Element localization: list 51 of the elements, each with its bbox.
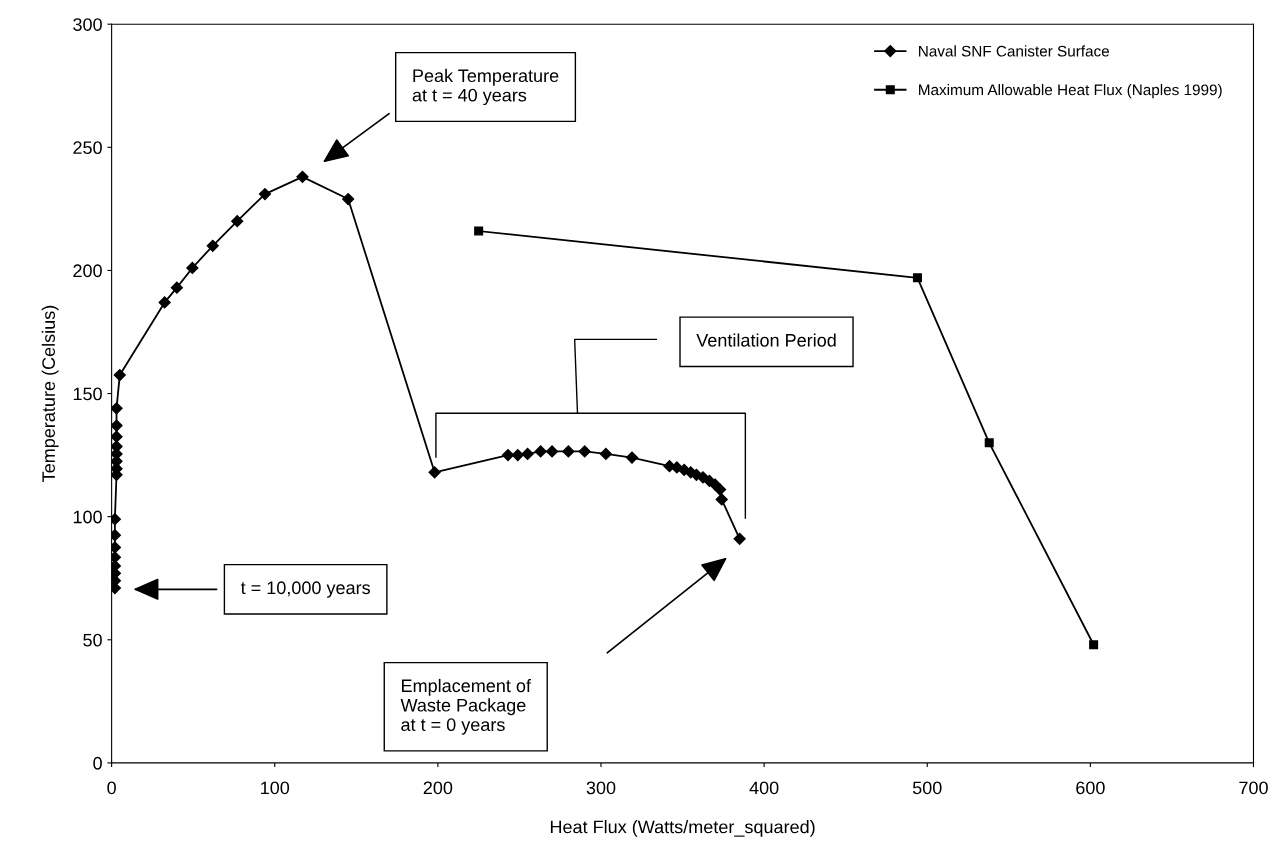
annotation: Emplacement of Waste Package at t = 0 years <box>400 678 531 735</box>
point <box>501 449 515 462</box>
annotation: t = 10,000 years <box>240 581 370 598</box>
x-tick-label: 600 <box>1076 781 1105 795</box>
point <box>625 451 639 464</box>
point <box>170 281 183 294</box>
point <box>545 445 559 458</box>
y-axis-title: Temperature (Celsius) <box>41 305 59 482</box>
legend-label: Naval SNF Canister Surface <box>919 45 1110 57</box>
y-tick-label: 0 <box>93 756 102 770</box>
point <box>186 261 199 275</box>
point <box>534 445 547 458</box>
y-tick-label: 250 <box>73 141 102 155</box>
point <box>111 419 123 432</box>
point <box>521 447 534 460</box>
point <box>111 402 123 415</box>
x-tick-label: 400 <box>749 781 779 795</box>
point <box>206 239 219 252</box>
x-tick-label: 500 <box>912 781 942 795</box>
point <box>158 296 171 309</box>
point <box>474 226 484 236</box>
y-tick-label: 50 <box>83 633 102 647</box>
x-tick-label: 200 <box>423 781 453 795</box>
point <box>342 192 355 206</box>
x-tick-label: 300 <box>586 781 616 795</box>
y-tick-label: 200 <box>73 264 102 278</box>
x-axis-title: Heat Flux (Watts/meter_squared) <box>550 820 815 837</box>
y-tick-label: 150 <box>73 387 102 401</box>
point <box>599 447 612 460</box>
annotation: Peak Temperature at t = 40 years <box>412 68 559 106</box>
point <box>984 438 994 448</box>
x-tick-label: 0 <box>107 781 116 795</box>
point <box>511 449 524 462</box>
point <box>113 368 126 382</box>
y-tick-label: 300 <box>73 18 102 31</box>
point <box>715 493 728 506</box>
point <box>912 273 922 283</box>
point <box>231 215 244 228</box>
x-tick-label: 700 <box>1239 781 1268 795</box>
y-tick-label: 100 <box>73 510 102 524</box>
point <box>1089 640 1099 650</box>
x-tick-label: 100 <box>261 781 290 795</box>
point <box>733 532 746 545</box>
annotation: Ventilation Period <box>696 333 836 347</box>
point <box>428 466 441 479</box>
legend-label: Maximum Allowable Heat Flux (Naples 1999) <box>919 84 1222 99</box>
point <box>111 430 123 443</box>
point <box>296 170 309 183</box>
point <box>258 188 272 201</box>
point <box>578 445 591 458</box>
point <box>562 445 575 458</box>
